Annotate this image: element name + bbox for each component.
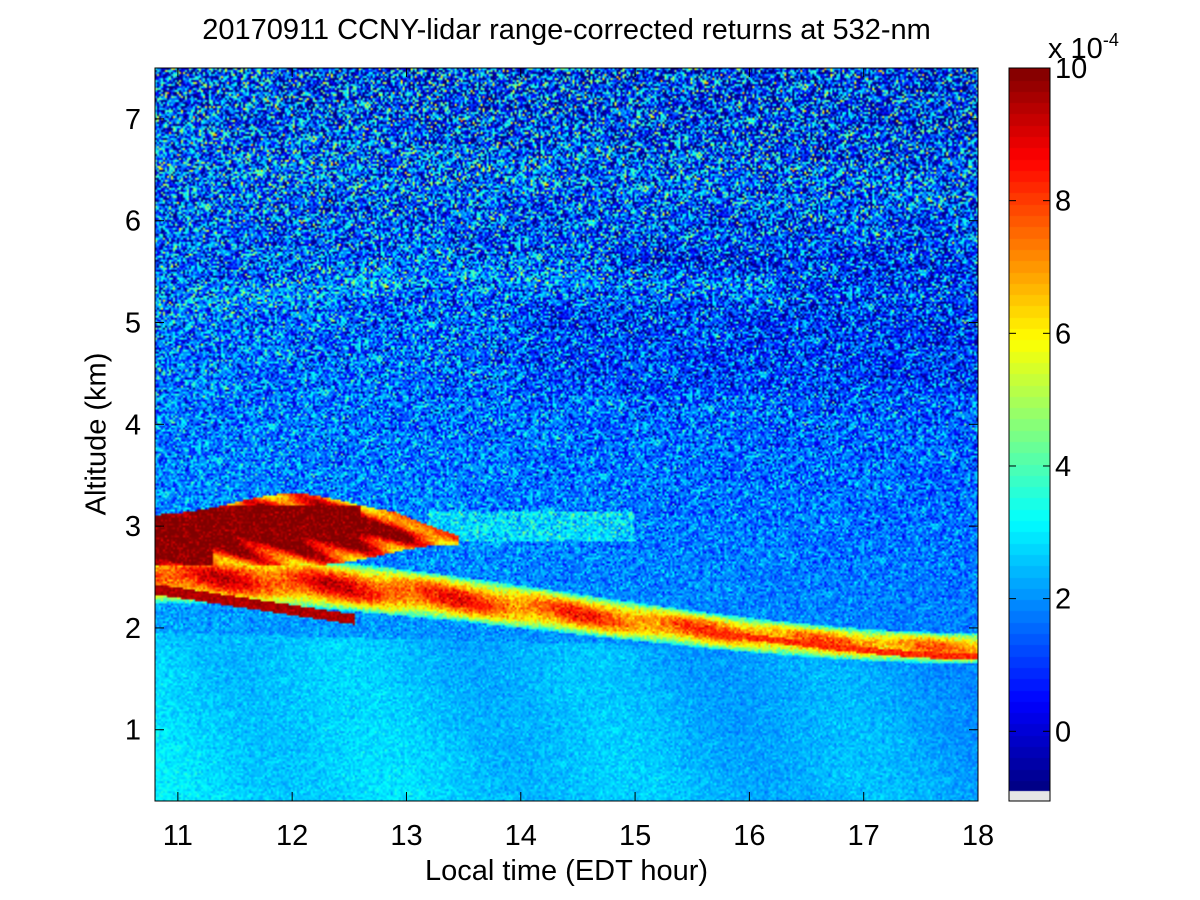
y-tick-label: 5 — [125, 308, 141, 340]
x-tick-label: 11 — [163, 820, 193, 852]
plot-frame — [154, 67, 979, 802]
colorbar-multiplier-base: x 10 — [1048, 33, 1103, 65]
colorbar-tick-label: 10 — [1055, 53, 1087, 85]
y-tick-label: 1 — [125, 715, 141, 747]
x-axis-label: Local time (EDT hour) — [424, 855, 709, 887]
colorbar-gradient — [1009, 68, 1050, 801]
colorbar-tick-label: 0 — [1055, 716, 1071, 748]
x-tick-label: 14 — [505, 820, 537, 852]
x-tick-label: 16 — [733, 820, 765, 852]
colorbar-tick-label: 6 — [1055, 318, 1071, 350]
x-tick-label: 15 — [619, 820, 651, 852]
y-tick-label: 2 — [125, 613, 141, 645]
lidar-heatmap — [155, 68, 978, 801]
colorbar-tick-label: 4 — [1055, 451, 1071, 483]
y-tick-label: 3 — [125, 511, 141, 543]
colorbar-tick-label: 2 — [1055, 584, 1071, 616]
colorbar-multiplier-exponent: -4 — [1102, 30, 1119, 50]
colorbar — [1009, 68, 1050, 801]
y-tick-label: 6 — [125, 206, 141, 238]
colorbar-tick-label: 8 — [1055, 186, 1071, 218]
colorbar-frame — [1008, 67, 1051, 802]
colorbar-multiplier: x 10-4 — [1048, 30, 1119, 66]
y-tick-label: 4 — [125, 409, 141, 441]
chart-title: 20170911 CCNY-lidar range-corrected retu… — [202, 14, 931, 46]
x-tick-label: 13 — [390, 820, 422, 852]
plot-area — [155, 68, 978, 801]
x-tick-label: 18 — [962, 820, 994, 852]
y-tick-label: 7 — [125, 104, 141, 136]
y-axis-label: Altitude (km) — [80, 352, 113, 516]
x-tick-label: 17 — [848, 820, 880, 852]
x-tick-label: 12 — [276, 820, 308, 852]
